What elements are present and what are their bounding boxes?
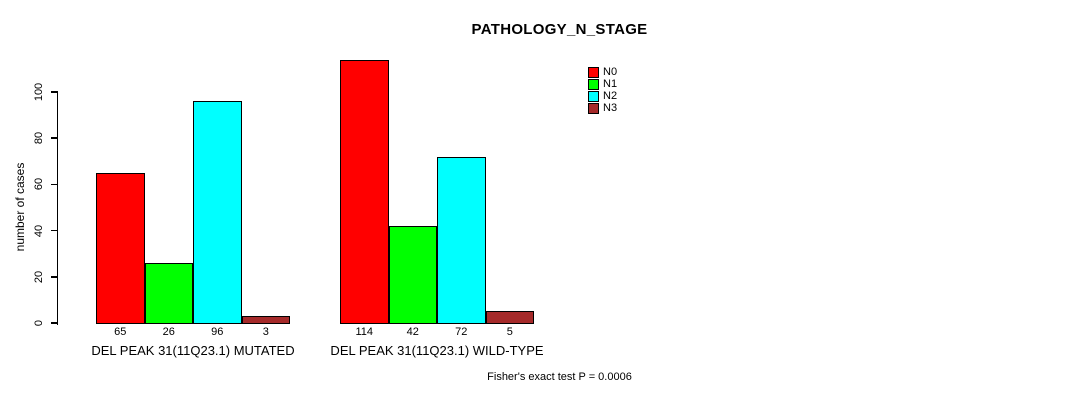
bar-value-label-group1-n1: 26 (162, 326, 175, 338)
y-tick-40 (51, 229, 58, 232)
bar-value-label-group2-n0: 114 (355, 326, 374, 338)
bar-value-label-group1-n0: 65 (114, 326, 127, 338)
legend-swatch-n1 (588, 79, 599, 90)
bar-value-label-group1-n3: 3 (262, 326, 269, 338)
y-tick-60 (51, 183, 58, 186)
legend-swatch-n0 (588, 67, 599, 78)
bar-group1-n0 (96, 172, 145, 325)
y-tick-100 (51, 91, 58, 93)
bar-value-label-group2-n3: 5 (506, 326, 513, 338)
pvalue-annotation: Fisher's exact test P = 0.0006 (487, 371, 632, 383)
y-tick-label-60: 60 (33, 178, 45, 191)
bar-group2-n0 (340, 59, 389, 325)
legend-swatch-n3 (588, 103, 599, 114)
legend-label-n3: N3 (603, 102, 618, 114)
legend-label-n0: N0 (603, 66, 618, 78)
y-tick-80 (51, 137, 58, 139)
y-tick-label-80: 80 (33, 132, 45, 145)
bar-value-label-group2-n2: 72 (455, 326, 468, 338)
bar-group2-n2 (437, 156, 486, 325)
category-label-group2: DEL PEAK 31(11Q23.1) WILD-TYPE (330, 343, 544, 358)
bar-value-label-group1-n2: 96 (211, 326, 224, 338)
bar-group2-n3 (485, 311, 534, 325)
y-tick-20 (51, 276, 58, 278)
y-tick-0 (51, 322, 58, 324)
y-tick-label-100: 100 (33, 82, 45, 102)
bar-group2-n1 (388, 225, 437, 325)
category-label-group1: DEL PEAK 31(11Q23.1) MUTATED (91, 343, 295, 358)
bar-group1-n1 (144, 262, 193, 325)
bar-group1-n3 (241, 316, 290, 325)
bar-group1-n2 (193, 101, 242, 325)
legend-label-n2: N2 (603, 90, 618, 102)
chart-title: PATHOLOGY_N_STAGE (471, 21, 648, 38)
legend-label-n1: N1 (603, 78, 618, 90)
legend-swatch-n2 (588, 91, 599, 102)
y-tick-label-40: 40 (33, 224, 45, 237)
bar-value-label-group2-n1: 42 (406, 326, 419, 338)
y-tick-label-0: 0 (33, 319, 45, 327)
y-tick-label-20: 20 (33, 270, 45, 283)
y-axis-line (56, 92, 58, 325)
